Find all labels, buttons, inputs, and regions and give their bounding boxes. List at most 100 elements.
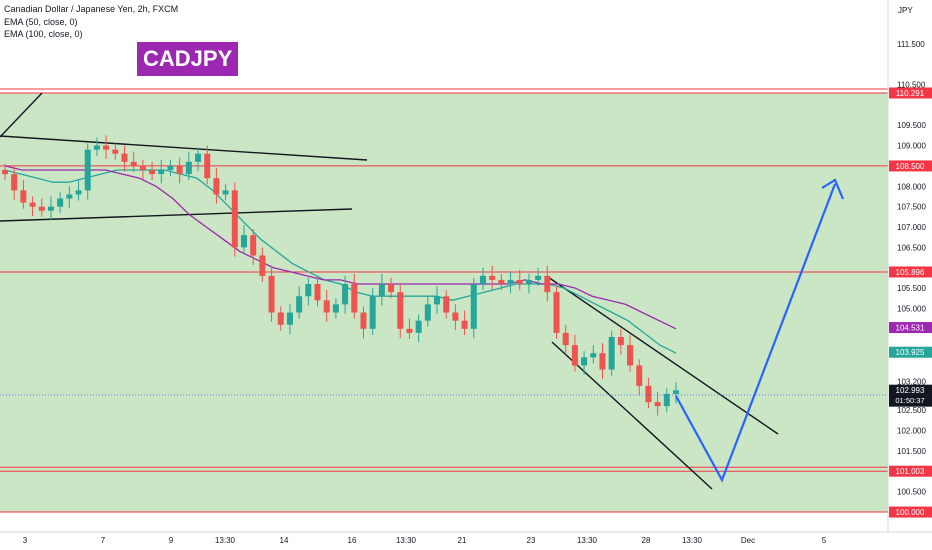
ema50-legend[interactable]: EMA (50, close, 0) bbox=[4, 17, 78, 27]
price-tick-label: 107.000 bbox=[897, 223, 926, 232]
candle-body bbox=[562, 332, 569, 346]
price-label-text: 101.003 bbox=[896, 467, 925, 476]
time-tick-label: 23 bbox=[527, 536, 536, 545]
candle-body bbox=[38, 206, 45, 211]
candle-body bbox=[516, 279, 523, 285]
candle-body bbox=[139, 165, 146, 171]
price-label-box bbox=[889, 346, 932, 358]
candle-body bbox=[599, 353, 606, 370]
axis-currency-label: JPY bbox=[898, 6, 913, 15]
candle-body bbox=[231, 190, 238, 248]
time-tick-label: 13:30 bbox=[577, 536, 598, 545]
candle-body bbox=[277, 312, 284, 325]
price-label-text: 104.531 bbox=[896, 324, 925, 333]
candle-body bbox=[654, 402, 661, 407]
price-labels: 110.291 108.500 105.896 104.531 103.925 102.9… bbox=[889, 87, 932, 518]
candle-body bbox=[525, 279, 532, 285]
candle-body bbox=[489, 275, 496, 280]
trendline bbox=[547, 276, 779, 435]
trendline bbox=[0, 92, 43, 138]
candle-body bbox=[222, 190, 229, 195]
projection-arrowhead bbox=[821, 178, 845, 200]
candle-body bbox=[351, 284, 358, 313]
time-tick-label: 13:30 bbox=[682, 536, 703, 545]
candle-body bbox=[268, 275, 275, 313]
candle-body bbox=[663, 393, 670, 407]
candle-body bbox=[571, 345, 578, 366]
candle-body bbox=[360, 312, 367, 329]
trendlines bbox=[0, 92, 779, 490]
price-tick-label: 102.500 bbox=[897, 406, 926, 415]
candle-body bbox=[195, 153, 202, 162]
price-tick-label: 110.500 bbox=[897, 80, 926, 89]
price-tick-label: 111.500 bbox=[897, 40, 925, 49]
time-axis[interactable]: 3 7 9 13:30 14 16 13:30 21 23 13:30 28 13:30 Dec 5 bbox=[23, 536, 827, 545]
candle-body bbox=[57, 198, 64, 207]
candle-body bbox=[167, 165, 174, 171]
candle-body bbox=[130, 161, 137, 166]
price-label-text: 100.000 bbox=[896, 508, 925, 517]
time-tick-label: 13:30 bbox=[215, 536, 236, 545]
candle-body bbox=[259, 255, 266, 276]
price-tick-label: 109.500 bbox=[897, 121, 926, 130]
candle-body bbox=[66, 194, 73, 199]
price-tick-label: 109.000 bbox=[897, 142, 926, 151]
time-tick-label: 14 bbox=[280, 536, 289, 545]
candle-body bbox=[636, 365, 643, 386]
candles bbox=[2, 135, 679, 416]
candle-body bbox=[149, 170, 156, 175]
price-tick-label: 106.500 bbox=[897, 243, 926, 252]
candle-body bbox=[185, 161, 192, 175]
candle-body bbox=[305, 284, 312, 297]
candle-body bbox=[11, 174, 18, 191]
price-label-text: 102.993 bbox=[896, 386, 925, 395]
candle-body bbox=[498, 279, 505, 285]
chart-title: Canadian Dollar / Japanese Yen, 2h, FXCM bbox=[4, 4, 179, 14]
candle-body bbox=[627, 345, 634, 366]
price-label-box bbox=[889, 506, 932, 518]
candle-body bbox=[645, 385, 652, 403]
price-tick-label: 103.200 bbox=[897, 378, 926, 387]
ema100-line bbox=[4, 165, 677, 330]
candle-body bbox=[213, 178, 220, 195]
candle-body bbox=[204, 153, 211, 179]
candle-body bbox=[581, 357, 588, 366]
candle-body bbox=[342, 284, 349, 305]
projection-line bbox=[675, 183, 837, 483]
candle-body bbox=[434, 296, 441, 305]
price-axis[interactable]: 111.500 110.500 109.500 109.000 108.000 107.5… bbox=[897, 40, 926, 497]
candle-body bbox=[2, 170, 8, 175]
trendline bbox=[0, 135, 368, 161]
time-tick-label: 3 bbox=[23, 536, 28, 545]
candle-body bbox=[415, 320, 422, 333]
candle-body bbox=[314, 284, 321, 301]
candle-body bbox=[47, 206, 54, 211]
candle-body bbox=[84, 149, 91, 191]
candle-body bbox=[332, 304, 339, 313]
symbol-badge: CADJPY bbox=[137, 42, 239, 76]
candle-body bbox=[369, 296, 376, 329]
price-label-box bbox=[889, 465, 932, 477]
candle-body bbox=[443, 296, 450, 313]
ema100-legend[interactable]: EMA (100, close, 0) bbox=[4, 29, 83, 39]
candle-body bbox=[323, 300, 330, 313]
candle-body bbox=[378, 284, 385, 297]
price-label-box bbox=[889, 322, 932, 334]
candle-body bbox=[507, 279, 514, 285]
price-label-box bbox=[889, 384, 932, 407]
price-tick-label: 102.000 bbox=[897, 427, 926, 436]
candle-body bbox=[461, 320, 468, 329]
time-tick-label: Dec bbox=[741, 536, 755, 545]
projection-path bbox=[675, 178, 845, 483]
candle-body bbox=[103, 145, 110, 150]
candle-body bbox=[250, 235, 257, 256]
price-label-text: 110.291 bbox=[896, 89, 925, 98]
candle-body bbox=[75, 190, 82, 195]
time-tick-label: 5 bbox=[822, 536, 827, 545]
time-tick-label: 28 bbox=[642, 536, 651, 545]
candle-body bbox=[112, 149, 119, 154]
candle-body bbox=[20, 190, 27, 203]
time-tick-label: 7 bbox=[101, 536, 106, 545]
